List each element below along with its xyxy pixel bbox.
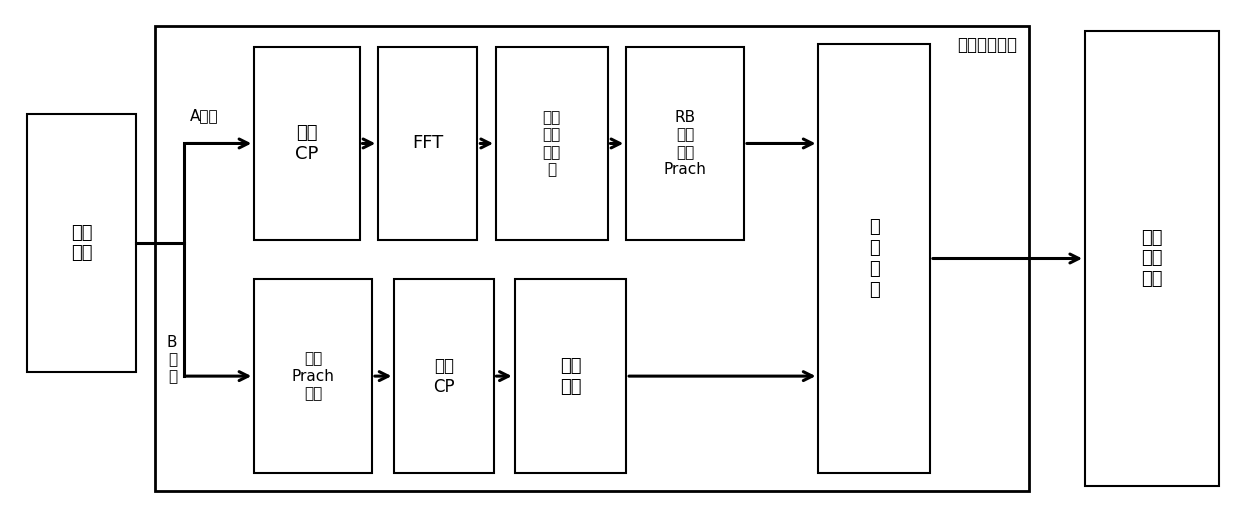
Text: 传
输
单
元: 传 输 单 元	[869, 218, 879, 299]
Text: 去除
CP: 去除 CP	[295, 124, 319, 163]
Text: B
分
支: B 分 支	[167, 335, 177, 385]
Bar	[27, 114, 136, 372]
Text: 移除
虚拟
子载
波: 移除 虚拟 子载 波	[543, 110, 560, 177]
Bar	[155, 26, 1029, 491]
Text: FFT: FFT	[412, 134, 444, 153]
Bar	[378, 47, 477, 240]
Bar	[496, 47, 608, 240]
Bar	[515, 279, 626, 473]
Bar	[626, 47, 744, 240]
Text: 射频拉远模块: 射频拉远模块	[957, 36, 1017, 54]
Bar	[254, 279, 372, 473]
Text: 去除
CP: 去除 CP	[433, 357, 455, 396]
Bar	[818, 44, 930, 473]
Bar	[1085, 31, 1219, 486]
Text: 基带
处理
单元: 基带 处理 单元	[1141, 229, 1163, 288]
Bar	[394, 279, 494, 473]
Bar	[254, 47, 360, 240]
Text: RB
分解
别除
Prach: RB 分解 别除 Prach	[663, 110, 707, 177]
Text: 获取
Prach
信息: 获取 Prach 信息	[291, 351, 335, 401]
Text: 滤波
抽取: 滤波 抽取	[559, 357, 582, 396]
Text: A分支: A分支	[190, 108, 218, 123]
Text: 中频
处理: 中频 处理	[71, 223, 93, 263]
